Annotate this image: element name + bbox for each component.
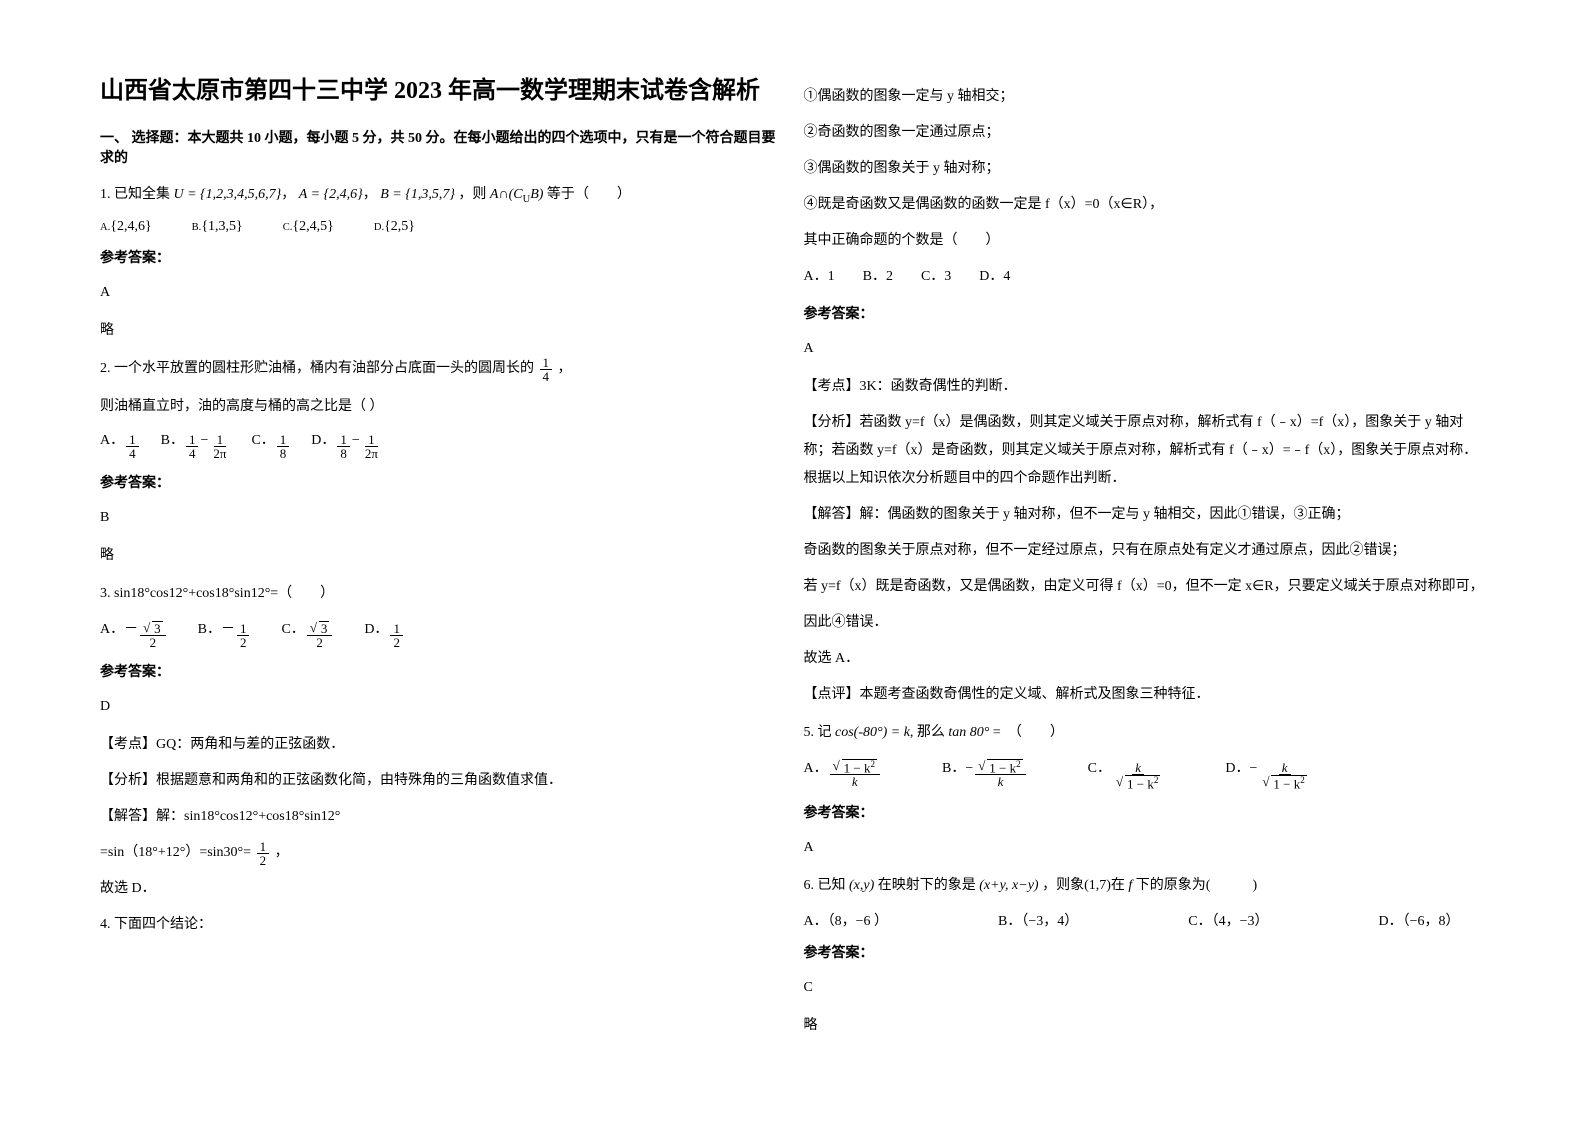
q1-stem-prefix: 1. 已知全集 [100, 187, 170, 202]
q4-stem: 4. 下面四个结论： [100, 911, 784, 939]
q4-exp3: 【解答】解：偶函数的图象关于 y 轴对称，但不一定与 y 轴相交，因此①错误，③… [804, 501, 1488, 529]
q1-optC: C.{2,4,5} [283, 219, 334, 235]
right-column: ①偶函数的图象一定与 y 轴相交； ②奇函数的图象一定通过原点； ③偶函数的图象… [794, 75, 1498, 1047]
q5-answer: A [804, 834, 1488, 862]
q2-note: 略 [100, 542, 784, 570]
q3-optC: C． 32 [281, 618, 334, 649]
q1-expr-after: B) [530, 187, 543, 202]
q5-optB: B．− 1 − k2k [942, 757, 1028, 788]
q3-exp3: 【解答】解：sin18°cos12°+cos18°sin12° [100, 803, 784, 831]
answer-label-3: 参考答案： [100, 661, 784, 681]
q4-exp1: 【考点】3K：函数奇偶性的判断． [804, 373, 1488, 401]
q3-stem: 3. sin18°cos12°+cos18°sin12°=（ ） [100, 586, 334, 601]
q6-answer: C [804, 974, 1488, 1002]
q1-answer: A [100, 279, 784, 307]
q4-exp7: 故选 A． [804, 645, 1488, 673]
left-column: 山西省太原市第四十三中学 2023 年高一数学理期末试卷含解析 一、 选择题：本… [90, 75, 794, 1047]
q6-optB: B．（−3，4） [998, 910, 1078, 930]
question-3: 3. sin18°cos12°+cos18°sin12°=（ ） [100, 580, 784, 608]
q2-optC: C． 18 [251, 429, 291, 460]
question-2: 2. 一个水平放置的圆柱形贮油桶，桶内有油部分占底面一头的圆周长的 1 4 ， [100, 355, 784, 383]
q3-optA: A．－ 32 [100, 618, 168, 649]
answer-label-2: 参考答案： [100, 472, 784, 492]
answer-label-6: 参考答案： [804, 942, 1488, 962]
q4-exp5: 若 y=f（x）既是奇函数，又是偶函数，由定义可得 f（x）=0，但不一定 x∈… [804, 573, 1488, 601]
q4-p2: ②奇函数的图象一定通过原点； [804, 119, 1488, 147]
q3-options: A．－ 32 B．－ 12 C． 32 D． 12 [100, 618, 784, 649]
q4-p3: ③偶函数的图象关于 y 轴对称； [804, 155, 1488, 183]
q6-optD: D．（−6，8） [1378, 910, 1459, 930]
q2-line1a: 2. 一个水平放置的圆柱形贮油桶，桶内有油部分占底面一头的圆周长的 [100, 361, 534, 376]
q4-p1: ①偶函数的图象一定与 y 轴相交； [804, 83, 1488, 111]
question-1: 1. 已知全集 U = {1,2,3,4,5,6,7}， A = {2,4,6}… [100, 181, 784, 210]
q1-optD: D.{2,5} [374, 219, 415, 235]
q4-exp4: 奇函数的图象关于原点对称，但不一定经过原点，只有在原点处有定义才通过原点，因此②… [804, 537, 1488, 565]
q4-exp6: 因此④错误． [804, 609, 1488, 637]
q2-line1b: ， [558, 361, 572, 376]
q2-optD: D． 18−12π [311, 429, 383, 460]
q5-optC: C． k1 − k2 [1088, 757, 1166, 790]
page-title: 山西省太原市第四十三中学 2023 年高一数学理期末试卷含解析 [100, 75, 784, 109]
q2-options: A． 14 B． 14−12π C． 18 D． 18−12π [100, 429, 784, 460]
q4-exp8: 【点评】本题考查函数奇偶性的定义域、解析式及图象三种特征． [804, 681, 1488, 709]
q4-p5: 其中正确命题的个数是（ ） [804, 227, 1488, 255]
q4-p4: ④既是奇函数又是偶函数的函数一定是 f（x）=0（x∈R）， [804, 191, 1488, 219]
q4-answer: A [804, 335, 1488, 363]
answer-label-1: 参考答案： [100, 247, 784, 267]
q1-u-set: U = {1,2,3,4,5,6,7} [174, 187, 282, 202]
q3-exp4: =sin（18°+12°）=sin30°= 12 ， [100, 839, 784, 867]
q6-optA: A．（8，−6 ） [804, 910, 889, 930]
q6-options: A．（8，−6 ） B．（−3，4） C．（4，−3） D．（−6，8） [804, 910, 1488, 930]
q2-optA: A． 14 [100, 429, 141, 460]
q2-answer: B [100, 504, 784, 532]
q1-expr: A∩(C [490, 187, 523, 202]
question-5: 5. 记 cos(-80°) = k, 那么 tan 80° = （ ） [804, 719, 1488, 747]
q5-optA: A． 1 − k2k [804, 757, 883, 788]
q5-options: A． 1 − k2k B．− 1 − k2k C． k1 − k2 D．− k1… [804, 757, 1488, 790]
q1-stem-mid: ，则 [458, 187, 486, 202]
q3-exp1: 【考点】GQ：两角和与差的正弦函数． [100, 731, 784, 759]
q3-optD: D． 12 [364, 618, 405, 649]
q3-optB: B．－ 12 [198, 618, 252, 649]
answer-label-4: 参考答案： [804, 303, 1488, 323]
q3-exp5: 故选 D． [100, 875, 784, 903]
q1-note: 略 [100, 317, 784, 345]
q6-optC: C．（4，−3） [1188, 910, 1268, 930]
q3-answer: D [100, 693, 784, 721]
section-header: 一、 选择题：本大题共 10 小题，每小题 5 分，共 50 分。在每小题给出的… [100, 127, 784, 167]
q4-opts: A．1 B．2 C．3 D．4 [804, 263, 1488, 291]
q1-options: A.{2,4,6} B.{1,3,5} C.{2,4,5} D.{2,5} [100, 219, 784, 235]
q3-exp2: 【分析】根据题意和两角和的正弦函数化简，由特殊角的三角函数值求值． [100, 767, 784, 795]
q1-stem-suffix: 等于（ ） [547, 187, 631, 202]
q2-line2: 则油桶直立时，油的高度与桶的高之比是（ ） [100, 393, 784, 421]
q1-optA: A.{2,4,6} [100, 219, 152, 235]
q5-optD: D．− k1 − k2 [1225, 757, 1311, 790]
q1-optB: B.{1,3,5} [192, 219, 243, 235]
q4-exp2: 【分析】若函数 y=f（x）是偶函数，则其定义域关于原点对称，解析式有 f（﹣x… [804, 409, 1488, 493]
q2-frac: 1 4 [540, 356, 553, 383]
q1-b-set: B = {1,3,5,7} [380, 187, 455, 202]
question-6: 6. 已知 (x,y) 在映射下的象是 (x+y, x−y) ，则象(1,7)在… [804, 872, 1488, 900]
q2-optB: B． 14−12π [161, 429, 232, 460]
answer-label-5: 参考答案： [804, 802, 1488, 822]
q6-note: 略 [804, 1012, 1488, 1040]
q1-a-set: A = {2,4,6} [299, 187, 363, 202]
